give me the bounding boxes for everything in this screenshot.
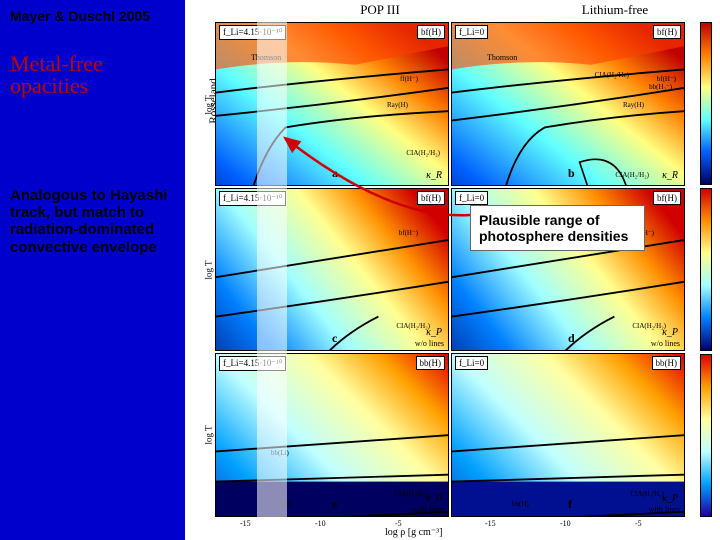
citation: Mayer & Duschl 2005 (10, 8, 180, 25)
sub-f: with lines (649, 505, 680, 514)
y-axis-label-2: log T (204, 260, 214, 279)
cia-b: CIA(H₂/H₂) (615, 171, 649, 179)
fli-label-b: f_Li=0 (455, 25, 488, 39)
col-header-left: POP III (280, 2, 480, 18)
col-header-right: Lithium-free (515, 2, 715, 18)
cia-f: CIA(H₂/H₂) (630, 490, 664, 498)
panel-f: f_Li=0 bb(H) CIA(H₂/H₂) bb(H) f κ_P with… (451, 353, 685, 517)
sub-e: with lines (413, 505, 444, 514)
bfh-d: bf(H) (653, 191, 681, 205)
ray-b: Ray(H) (623, 101, 644, 109)
slide-title: Metal-free opacities (10, 53, 180, 97)
bbh2-b: bb(H₂⁻) (649, 83, 672, 91)
kappa-e: κ_P (426, 493, 442, 504)
sub-d: w/o lines (651, 339, 680, 348)
panel-letter-b: b (568, 166, 575, 181)
colorbar-3 (700, 354, 712, 517)
panel-b: f_Li=0 bf(H) Thomson CIA(H₂/He) bf(H⁻) R… (451, 22, 685, 186)
x-axis-label: log ρ [g cm⁻³] (385, 527, 442, 538)
panel-e: f_Li=4.15·10⁻¹⁰ bb(H) bb(Li) CIA(H₂/H₂) … (215, 353, 449, 517)
panel-letter-e: e (332, 497, 337, 512)
kappa-b: κ_R (662, 170, 678, 181)
y-axis-label-1: log T (204, 95, 214, 114)
cia-c: CIA(H₂/H₂) (396, 322, 430, 330)
panel-letter-f: f (568, 497, 572, 512)
bbh-f: bb(H) (652, 356, 682, 370)
y-axis-label-3: log T (204, 425, 214, 444)
xtick: -10 (315, 519, 326, 528)
kappa-d: κ_P (662, 327, 678, 338)
highlight-band (257, 22, 287, 517)
cia-e: CIA(H₂/H₂) (394, 490, 428, 498)
callout-arrow (270, 130, 480, 240)
xtick: -5 (635, 519, 642, 528)
ffhm-a: ff(H⁻) (400, 75, 418, 83)
xtick: -10 (560, 519, 571, 528)
figure-area: POP III Lithium-free Rosseland Planck w/… (185, 0, 720, 540)
thomson-b: Thomson (487, 53, 517, 62)
colorbar-2 (700, 188, 712, 351)
kappa-c: κ_P (426, 327, 442, 338)
bfh-a: bf(H) (417, 25, 445, 39)
colorbar-1 (700, 22, 712, 185)
fli-label-f: f_Li=0 (455, 356, 488, 370)
callout-box: Plausible range of photosphere densities (470, 205, 645, 251)
sub-c: w/o lines (415, 339, 444, 348)
panel-letter-d: d (568, 331, 575, 346)
bbh-e: bb(H) (416, 356, 446, 370)
xtick: -15 (240, 519, 251, 528)
cia-d: CIA(H₂/H₂) (632, 322, 666, 330)
bfh-b: bf(H) (653, 25, 681, 39)
panel-letter-c: c (332, 331, 337, 346)
heatmap-b (452, 23, 684, 186)
kappa-f: κ_P (662, 493, 678, 504)
bfhm-b: bf(H⁻) (657, 75, 676, 83)
xtick: -5 (395, 519, 402, 528)
xtick: -15 (485, 519, 496, 528)
bbh-f2: bb(H) (512, 500, 529, 508)
ray-a: Ray(H) (387, 101, 408, 109)
ciahe-b: CIA(H₂/He) (595, 71, 629, 79)
body-text: Analogous to Hayashi track, but match to… (10, 187, 180, 256)
